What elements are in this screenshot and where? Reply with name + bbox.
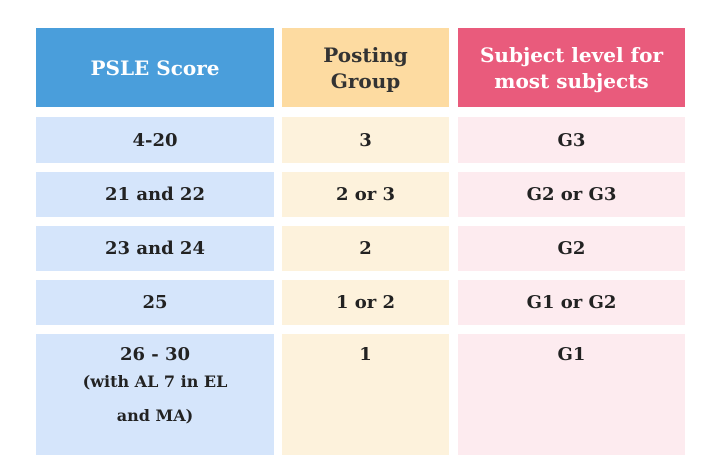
cell-text: 4-20	[132, 129, 178, 151]
cell-text: 21 and 22	[105, 184, 205, 205]
table-cell: G2	[458, 226, 685, 271]
cell-text: G1 or G2	[526, 292, 617, 313]
table-cell: G1 or G2	[458, 280, 685, 325]
table-cell: 25	[36, 280, 274, 325]
table-cell: 26 - 30 (with AL 7 in EL and MA)	[36, 334, 274, 455]
header-cell: PSLE Score	[36, 28, 274, 107]
cell-text: 2	[359, 238, 372, 259]
cell-text: 1 or 2	[335, 292, 396, 313]
cell-note: (with AL 7 in EL and MA)	[82, 372, 228, 425]
table-cell: 21 and 22	[36, 172, 274, 217]
header-text: Posting Group	[323, 42, 408, 93]
cell-text: G3	[557, 129, 586, 151]
header-text: PSLE Score	[90, 55, 220, 80]
cell-text: 26 - 30	[119, 344, 191, 365]
cell-text: G1	[557, 344, 586, 365]
table-cell: G1	[458, 334, 685, 455]
header-cell: Subject level for most subjects	[458, 28, 685, 107]
cell-text: G2 or G3	[526, 184, 617, 205]
cell-text: 23 and 24	[105, 238, 205, 259]
cell-text: G2	[557, 238, 586, 259]
cell-text: 3	[359, 129, 372, 151]
header-text: Subject level for most subjects	[479, 42, 664, 93]
cell-text: 1	[359, 344, 372, 365]
table-cell: 23 and 24	[36, 226, 274, 271]
table-cell: 4-20	[36, 117, 274, 163]
table-cell: 3	[282, 117, 449, 163]
table-cell: 1 or 2	[282, 280, 449, 325]
cell-text: 2 or 3	[335, 184, 396, 205]
cell-text: 25	[142, 292, 168, 313]
table-cell: 2 or 3	[282, 172, 449, 217]
table-cell: G2 or G3	[458, 172, 685, 217]
table-cell: 2	[282, 226, 449, 271]
table-cell: 1	[282, 334, 449, 455]
header-cell: Posting Group	[282, 28, 449, 107]
table-cell: G3	[458, 117, 685, 163]
